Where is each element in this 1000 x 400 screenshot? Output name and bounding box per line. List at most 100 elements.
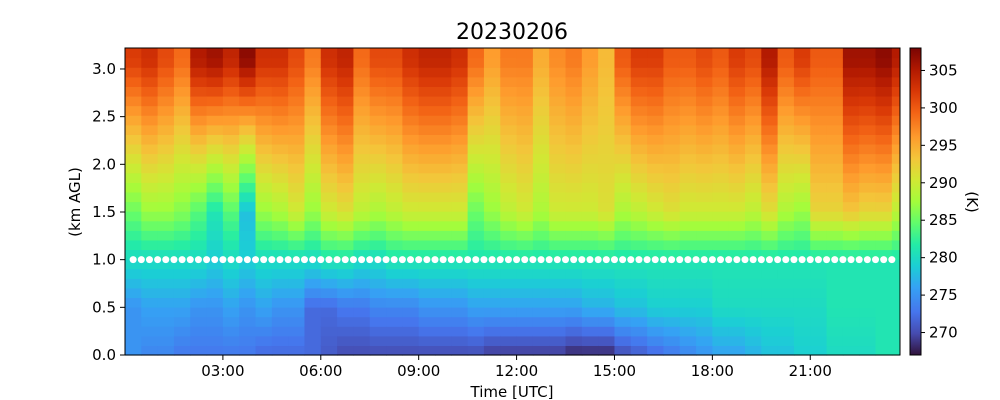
heatmap-cell — [402, 172, 420, 183]
heatmap-cell — [304, 268, 322, 279]
heatmap-cell — [745, 249, 762, 260]
heatmap-cell — [516, 307, 534, 318]
heatmap-cell — [386, 95, 403, 107]
heatmap-cell — [386, 345, 403, 356]
x-tick-label: 21:00 — [789, 362, 832, 380]
heatmap-cell — [549, 172, 567, 183]
heatmap-cell — [614, 163, 632, 174]
heatmap-cell — [435, 220, 452, 231]
heatmap-cell — [125, 345, 142, 356]
heatmap-cell — [125, 326, 142, 337]
heatmap-cell — [777, 259, 795, 270]
heatmap-cell — [777, 297, 795, 308]
heatmap-cell — [810, 95, 828, 107]
chart-title: 20230206 — [456, 20, 568, 45]
heatmap-cell — [630, 95, 648, 107]
heatmap-cell — [875, 172, 893, 183]
heatmap-cell — [793, 335, 811, 347]
heatmap-cell — [157, 95, 175, 107]
heatmap-cell — [630, 201, 648, 212]
heatmap-cell — [532, 115, 550, 126]
heatmap-cell — [630, 67, 648, 78]
heatmap-cell — [483, 76, 501, 87]
heatmap-cell — [565, 239, 583, 251]
heatmap-cell — [532, 239, 550, 251]
heatmap-cell — [271, 153, 289, 164]
heatmap-cell — [255, 57, 273, 68]
heatmap-cell — [598, 259, 616, 270]
heatmap-cell — [418, 345, 436, 356]
heatmap-cell — [337, 48, 355, 59]
heatmap-cell — [630, 297, 648, 308]
heatmap-cell — [777, 153, 795, 164]
heatmap-cell — [891, 326, 900, 337]
heatmap-cell — [190, 153, 208, 164]
heatmap-cell — [418, 326, 436, 337]
heatmap-cell — [614, 239, 632, 251]
heatmap-cell — [141, 249, 159, 260]
heatmap-cell — [288, 95, 306, 107]
heatmap-cell — [320, 297, 338, 308]
heatmap-cell — [386, 249, 403, 260]
heatmap-cell — [679, 95, 697, 107]
heatmap-cell — [810, 259, 828, 270]
heatmap-cell — [369, 182, 387, 193]
heatmap-cell — [565, 326, 583, 337]
heatmap-cell — [614, 297, 632, 308]
heatmap-cell — [451, 124, 469, 135]
heatmap-cell — [777, 67, 795, 78]
marker-dot — [872, 256, 880, 264]
colorbar-tick-label: 295 — [929, 136, 958, 154]
heatmap-cell — [451, 335, 469, 347]
heatmap-cell — [728, 278, 746, 289]
marker-dot — [464, 256, 472, 264]
heatmap-cell — [745, 278, 762, 289]
heatmap-cell — [141, 57, 159, 68]
heatmap-cell — [255, 95, 273, 107]
heatmap-cell — [581, 239, 599, 251]
heatmap-cell — [173, 278, 191, 289]
heatmap-cell — [810, 172, 828, 183]
heatmap-cell — [206, 191, 224, 203]
heatmap-cell — [402, 115, 420, 126]
heatmap-cell — [435, 86, 452, 97]
heatmap-cell — [157, 297, 175, 308]
heatmap-cell — [222, 143, 240, 155]
heatmap-cell — [222, 153, 240, 164]
heatmap-cell — [320, 115, 338, 126]
heatmap-cell — [826, 95, 844, 107]
heatmap-cell — [402, 230, 420, 241]
heatmap-cell — [663, 95, 681, 107]
marker-dot — [178, 256, 186, 264]
heatmap-cell — [435, 105, 452, 116]
heatmap-cell — [891, 201, 900, 212]
heatmap-cell — [451, 239, 469, 251]
heatmap-cell — [875, 239, 893, 251]
heatmap-cell — [288, 259, 306, 270]
heatmap-cell — [190, 220, 208, 231]
heatmap-cell — [369, 143, 387, 155]
y-tick-label: 0.0 — [92, 346, 116, 364]
marker-dot — [227, 256, 235, 264]
heatmap-cell — [125, 57, 142, 68]
heatmap-cell — [173, 211, 191, 222]
marker-dot — [619, 256, 627, 264]
heatmap-cell — [549, 220, 567, 231]
heatmap-cell — [712, 316, 730, 327]
heatmap-cell — [663, 307, 681, 318]
heatmap-cell — [696, 105, 713, 116]
heatmap-cell — [663, 115, 681, 126]
heatmap-cell — [581, 182, 599, 193]
heatmap-cell — [598, 230, 616, 241]
heatmap-cell — [500, 76, 518, 87]
heatmap-cell — [696, 48, 713, 59]
heatmap-cell — [728, 335, 746, 347]
heatmap-cell — [418, 105, 436, 116]
heatmap-cell — [402, 335, 420, 347]
heatmap-cell — [141, 105, 159, 116]
marker-dot — [325, 256, 333, 264]
heatmap-cell — [288, 211, 306, 222]
marker-dot — [578, 256, 586, 264]
heatmap-cell — [337, 307, 355, 318]
heatmap-cell — [369, 335, 387, 347]
